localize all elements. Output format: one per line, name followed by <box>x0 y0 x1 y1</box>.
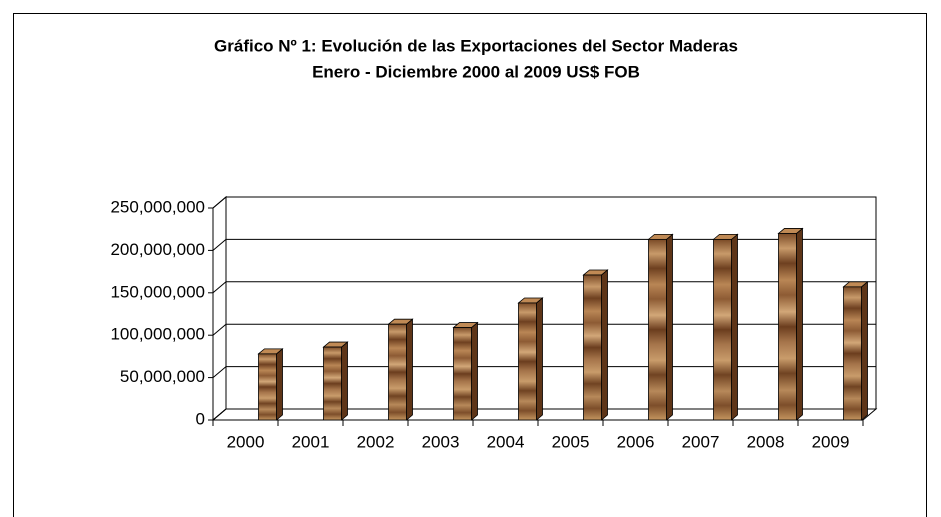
grid-line <box>212 196 876 209</box>
chart-title: Gráfico Nº 1: Evolución de las Exportaci… <box>214 36 738 55</box>
y-tick-label: 150,000,000 <box>110 282 205 301</box>
bar <box>713 238 732 421</box>
y-tick-label: 250,000,000 <box>110 197 205 216</box>
grid-line <box>212 323 876 336</box>
bar-side <box>406 318 413 421</box>
x-tick-label: 2000 <box>227 432 265 451</box>
grid-line <box>212 408 876 421</box>
x-tick-label: 2005 <box>552 432 590 451</box>
x-tick-label: 2003 <box>422 432 460 451</box>
x-tick-label: 2004 <box>487 432 525 451</box>
bar-side <box>536 297 543 421</box>
x-tick-label: 2007 <box>682 432 720 451</box>
bar <box>323 346 342 421</box>
grid-line <box>212 366 876 378</box>
bar <box>258 353 277 421</box>
x-tick-label: 2002 <box>357 432 395 451</box>
y-tick-label: 200,000,000 <box>110 240 205 259</box>
bar <box>583 274 602 421</box>
x-tick-label: 2006 <box>617 432 655 451</box>
bar <box>648 238 667 421</box>
bar-side <box>666 233 673 421</box>
bar-side <box>601 269 608 421</box>
y-tick-label: 50,000,000 <box>120 367 205 386</box>
bar-side <box>276 348 283 421</box>
bar-side <box>731 233 738 421</box>
y-tick-label: 100,000,000 <box>110 325 205 344</box>
y-tick-label: 0 <box>196 409 205 428</box>
bar-side <box>861 281 868 421</box>
bar <box>518 302 537 421</box>
bar <box>778 233 797 421</box>
bar <box>453 327 472 421</box>
chart-subtitle: Enero - Diciembre 2000 al 2009 US$ FOB <box>312 62 640 81</box>
bar <box>388 323 407 421</box>
x-tick-label: 2008 <box>747 432 785 451</box>
bar <box>843 286 862 421</box>
chart-border <box>13 13 927 517</box>
side-wall <box>212 195 227 422</box>
floor <box>211 408 878 421</box>
grid-line <box>212 281 876 294</box>
grid-line <box>212 238 876 251</box>
x-tick-label: 2009 <box>812 432 850 451</box>
bar-side <box>471 321 478 421</box>
x-tick-label: 2001 <box>292 432 330 451</box>
bar-side <box>341 341 348 421</box>
bar-side <box>796 227 803 421</box>
